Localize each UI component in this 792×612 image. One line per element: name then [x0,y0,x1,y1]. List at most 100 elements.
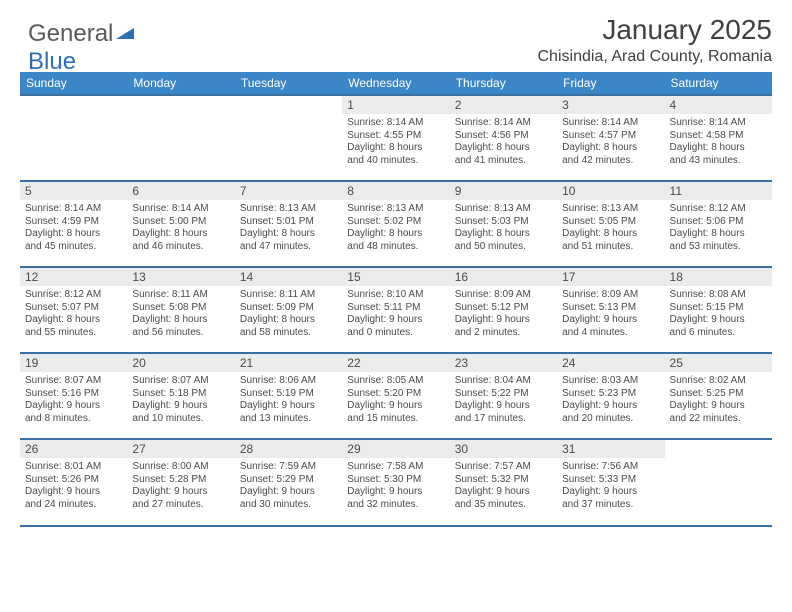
day-details: Sunrise: 8:14 AMSunset: 5:00 PMDaylight:… [127,200,234,258]
day-details: Sunrise: 8:13 AMSunset: 5:05 PMDaylight:… [557,200,664,258]
day-number: 17 [557,268,664,286]
calendar-day-cell: 7Sunrise: 8:13 AMSunset: 5:01 PMDaylight… [235,181,342,267]
calendar-day-cell: 13Sunrise: 8:11 AMSunset: 5:08 PMDayligh… [127,267,234,353]
calendar-day-cell: 14Sunrise: 8:11 AMSunset: 5:09 PMDayligh… [235,267,342,353]
day-details: Sunrise: 8:09 AMSunset: 5:12 PMDaylight:… [450,286,557,344]
day-details: Sunrise: 8:03 AMSunset: 5:23 PMDaylight:… [557,372,664,430]
brand-part1: General [28,20,113,47]
day-number: 27 [127,440,234,458]
calendar-day-cell: 24Sunrise: 8:03 AMSunset: 5:23 PMDayligh… [557,353,664,439]
day-details: Sunrise: 8:04 AMSunset: 5:22 PMDaylight:… [450,372,557,430]
day-number: 13 [127,268,234,286]
calendar-day-cell: 21Sunrise: 8:06 AMSunset: 5:19 PMDayligh… [235,353,342,439]
day-number: 2 [450,96,557,114]
day-number: 12 [20,268,127,286]
calendar-day-cell: 9Sunrise: 8:13 AMSunset: 5:03 PMDaylight… [450,181,557,267]
day-number: 8 [342,182,449,200]
day-number: 18 [665,268,772,286]
day-number: 1 [342,96,449,114]
day-details: Sunrise: 8:02 AMSunset: 5:25 PMDaylight:… [665,372,772,430]
calendar-day-cell: 3Sunrise: 8:14 AMSunset: 4:57 PMDaylight… [557,95,664,181]
calendar-day-cell [235,95,342,181]
calendar-day-cell: 15Sunrise: 8:10 AMSunset: 5:11 PMDayligh… [342,267,449,353]
calendar-day-cell: 5Sunrise: 8:14 AMSunset: 4:59 PMDaylight… [20,181,127,267]
calendar-week-row: 5Sunrise: 8:14 AMSunset: 4:59 PMDaylight… [20,181,772,267]
day-details: Sunrise: 8:12 AMSunset: 5:07 PMDaylight:… [20,286,127,344]
calendar-week-row: 1Sunrise: 8:14 AMSunset: 4:55 PMDaylight… [20,95,772,181]
day-number: 22 [342,354,449,372]
day-details: Sunrise: 8:14 AMSunset: 4:55 PMDaylight:… [342,114,449,172]
calendar-day-cell: 22Sunrise: 8:05 AMSunset: 5:20 PMDayligh… [342,353,449,439]
day-number: 28 [235,440,342,458]
calendar-week-row: 12Sunrise: 8:12 AMSunset: 5:07 PMDayligh… [20,267,772,353]
weekday-header: Friday [557,72,664,95]
calendar-day-cell: 16Sunrise: 8:09 AMSunset: 5:12 PMDayligh… [450,267,557,353]
day-number: 15 [342,268,449,286]
day-details: Sunrise: 8:00 AMSunset: 5:28 PMDaylight:… [127,458,234,516]
day-details: Sunrise: 8:08 AMSunset: 5:15 PMDaylight:… [665,286,772,344]
calendar-day-cell: 27Sunrise: 8:00 AMSunset: 5:28 PMDayligh… [127,439,234,525]
day-number: 11 [665,182,772,200]
day-details: Sunrise: 8:05 AMSunset: 5:20 PMDaylight:… [342,372,449,430]
day-number: 3 [557,96,664,114]
calendar-day-cell: 25Sunrise: 8:02 AMSunset: 5:25 PMDayligh… [665,353,772,439]
weekday-header: Thursday [450,72,557,95]
day-number: 24 [557,354,664,372]
day-details: Sunrise: 8:11 AMSunset: 5:09 PMDaylight:… [235,286,342,344]
day-details: Sunrise: 8:10 AMSunset: 5:11 PMDaylight:… [342,286,449,344]
day-number: 25 [665,354,772,372]
day-number: 7 [235,182,342,200]
day-number: 5 [20,182,127,200]
calendar-day-cell: 31Sunrise: 7:56 AMSunset: 5:33 PMDayligh… [557,439,664,525]
day-details: Sunrise: 8:01 AMSunset: 5:26 PMDaylight:… [20,458,127,516]
calendar-day-cell: 10Sunrise: 8:13 AMSunset: 5:05 PMDayligh… [557,181,664,267]
day-number: 9 [450,182,557,200]
day-number: 10 [557,182,664,200]
calendar-day-cell: 26Sunrise: 8:01 AMSunset: 5:26 PMDayligh… [20,439,127,525]
calendar-day-cell: 29Sunrise: 7:58 AMSunset: 5:30 PMDayligh… [342,439,449,525]
bottom-rule [20,525,772,527]
day-details: Sunrise: 7:59 AMSunset: 5:29 PMDaylight:… [235,458,342,516]
day-details: Sunrise: 7:57 AMSunset: 5:32 PMDaylight:… [450,458,557,516]
day-number: 21 [235,354,342,372]
calendar-table: Sunday Monday Tuesday Wednesday Thursday… [20,72,772,525]
day-number: 14 [235,268,342,286]
day-number: 20 [127,354,234,372]
brand-part2: Blue [28,48,76,75]
calendar-week-row: 19Sunrise: 8:07 AMSunset: 5:16 PMDayligh… [20,353,772,439]
day-number: 29 [342,440,449,458]
day-details: Sunrise: 7:58 AMSunset: 5:30 PMDaylight:… [342,458,449,516]
calendar-day-cell [665,439,772,525]
day-details: Sunrise: 8:07 AMSunset: 5:18 PMDaylight:… [127,372,234,430]
day-details: Sunrise: 8:14 AMSunset: 4:58 PMDaylight:… [665,114,772,172]
day-details: Sunrise: 8:07 AMSunset: 5:16 PMDaylight:… [20,372,127,430]
calendar-day-cell: 1Sunrise: 8:14 AMSunset: 4:55 PMDaylight… [342,95,449,181]
calendar-day-cell: 2Sunrise: 8:14 AMSunset: 4:56 PMDaylight… [450,95,557,181]
day-number: 19 [20,354,127,372]
day-details: Sunrise: 8:11 AMSunset: 5:08 PMDaylight:… [127,286,234,344]
day-details: Sunrise: 8:13 AMSunset: 5:03 PMDaylight:… [450,200,557,258]
weekday-header: Saturday [665,72,772,95]
calendar-day-cell: 19Sunrise: 8:07 AMSunset: 5:16 PMDayligh… [20,353,127,439]
calendar-day-cell: 12Sunrise: 8:12 AMSunset: 5:07 PMDayligh… [20,267,127,353]
day-details: Sunrise: 7:56 AMSunset: 5:33 PMDaylight:… [557,458,664,516]
day-number: 23 [450,354,557,372]
calendar-day-cell: 6Sunrise: 8:14 AMSunset: 5:00 PMDaylight… [127,181,234,267]
day-details: Sunrise: 8:13 AMSunset: 5:01 PMDaylight:… [235,200,342,258]
day-details: Sunrise: 8:12 AMSunset: 5:06 PMDaylight:… [665,200,772,258]
calendar-day-cell: 4Sunrise: 8:14 AMSunset: 4:58 PMDaylight… [665,95,772,181]
day-number: 31 [557,440,664,458]
calendar-day-cell [127,95,234,181]
weekday-header: Monday [127,72,234,95]
calendar-day-cell: 18Sunrise: 8:08 AMSunset: 5:15 PMDayligh… [665,267,772,353]
day-details: Sunrise: 8:06 AMSunset: 5:19 PMDaylight:… [235,372,342,430]
calendar-day-cell: 28Sunrise: 7:59 AMSunset: 5:29 PMDayligh… [235,439,342,525]
calendar-day-cell: 11Sunrise: 8:12 AMSunset: 5:06 PMDayligh… [665,181,772,267]
day-number: 30 [450,440,557,458]
day-details: Sunrise: 8:09 AMSunset: 5:13 PMDaylight:… [557,286,664,344]
day-number: 4 [665,96,772,114]
day-details: Sunrise: 8:13 AMSunset: 5:02 PMDaylight:… [342,200,449,258]
brand-triangle-icon [116,18,134,46]
day-number: 6 [127,182,234,200]
day-details: Sunrise: 8:14 AMSunset: 4:56 PMDaylight:… [450,114,557,172]
